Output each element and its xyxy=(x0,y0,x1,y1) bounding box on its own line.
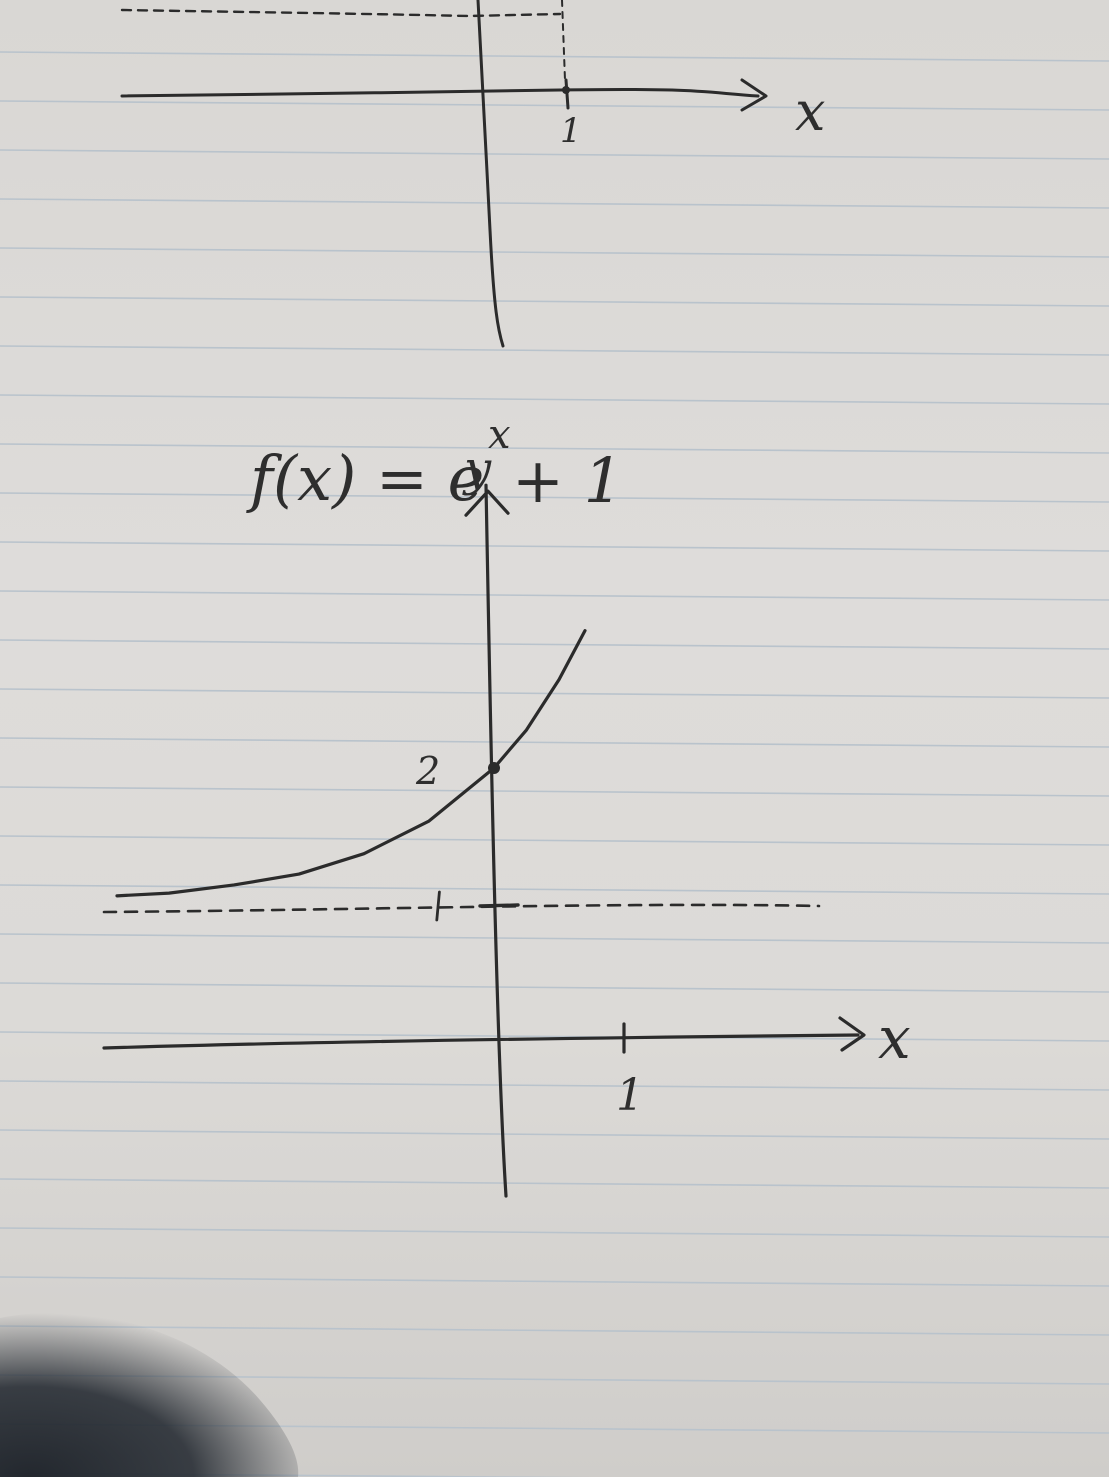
asymptote-y-1 xyxy=(102,903,821,914)
ruled-line xyxy=(0,1227,1109,1238)
ruled-line xyxy=(0,982,1109,993)
top-x-axis-arrow xyxy=(740,78,768,112)
ruled-line xyxy=(0,541,1109,552)
y-axis-tick-1 xyxy=(478,903,520,908)
ruled-line xyxy=(0,1129,1109,1140)
ruled-line xyxy=(0,786,1109,797)
top-dashed-line xyxy=(120,8,562,18)
ruled-line xyxy=(0,688,1109,699)
ruled-line xyxy=(0,100,1109,111)
ruled-line xyxy=(0,345,1109,356)
y-tick-label-2: 2 xyxy=(415,749,440,793)
ruled-line xyxy=(0,492,1109,503)
ruled-line xyxy=(0,51,1109,62)
top-x-axis xyxy=(120,87,760,98)
ruled-line xyxy=(0,884,1109,895)
top-graph: 1 x xyxy=(120,0,825,348)
y-axis xyxy=(484,483,508,1198)
ruled-line xyxy=(0,394,1109,405)
y-axis-arrow xyxy=(464,489,510,517)
top-vertical-dashed xyxy=(561,0,566,81)
top-y-axis xyxy=(476,0,505,348)
ruled-line xyxy=(0,639,1109,650)
x-axis-label: x xyxy=(878,1004,911,1072)
function-name: f(x) = e xyxy=(246,442,484,515)
function-exponent: x xyxy=(488,412,511,458)
ruled-line xyxy=(0,933,1109,944)
ruled-line xyxy=(0,1276,1109,1287)
hand-shadow xyxy=(0,1312,299,1477)
x-axis xyxy=(102,1033,860,1050)
ruled-line xyxy=(0,590,1109,601)
top-tick-label-1: 1 xyxy=(560,111,582,151)
ruled-line xyxy=(0,149,1109,160)
ruled-line xyxy=(0,247,1109,258)
top-x-axis-label: x xyxy=(795,80,825,143)
ruled-line xyxy=(0,443,1109,454)
function-label: f(x) = e x + 1 xyxy=(246,412,623,517)
y-intercept-point xyxy=(488,762,500,774)
ruled-line xyxy=(0,835,1109,846)
ruled-line xyxy=(0,1080,1109,1091)
ruled-line xyxy=(0,1325,1109,1336)
main-graph: 1 2 y x xyxy=(102,441,911,1198)
x-axis-arrow xyxy=(838,1016,866,1052)
top-tick-1 xyxy=(564,78,570,110)
function-constant: + 1 xyxy=(512,444,623,517)
asymptote-tick xyxy=(435,890,441,922)
top-tick-dot xyxy=(562,86,570,94)
ruled-line xyxy=(0,737,1109,748)
ruled-lines xyxy=(0,51,1109,1477)
ruled-line xyxy=(0,1178,1109,1189)
ruled-line xyxy=(0,1031,1109,1042)
x-tick-label-1: 1 xyxy=(616,1070,644,1121)
y-axis-label: y xyxy=(462,441,492,497)
curve-exp xyxy=(115,629,587,898)
ruled-line xyxy=(0,198,1109,209)
ruled-line xyxy=(0,296,1109,307)
